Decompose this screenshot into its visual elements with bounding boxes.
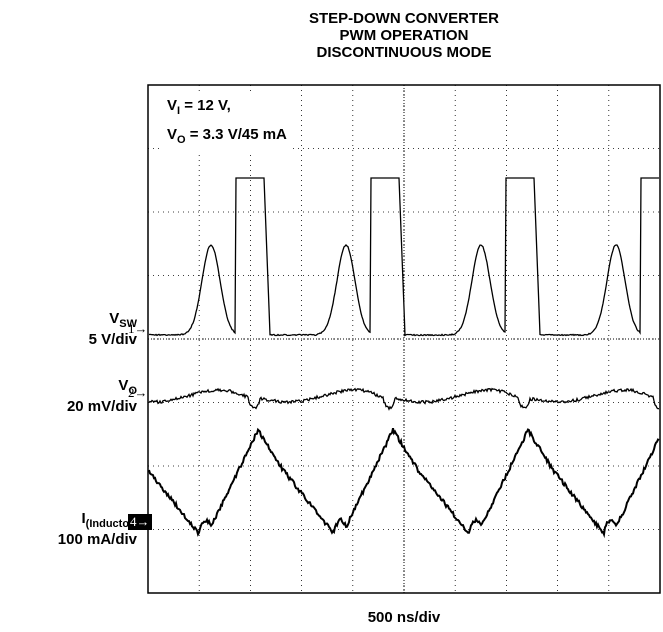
il-scale: 100 mA/div <box>58 531 137 548</box>
vo-condition: VO = 3.3 V/45 mA <box>167 123 287 152</box>
vo-scale: 20 mV/div <box>67 398 137 415</box>
ch1-marker: 1→ <box>128 321 148 337</box>
time-scale: 500 ns/div <box>148 609 660 626</box>
conditions-legend: VI = 12 V, VO = 3.3 V/45 mA <box>163 94 293 152</box>
ch4-marker: 4→ <box>128 514 152 530</box>
ch2-marker: 2→ <box>128 385 148 401</box>
vi-condition: VI = 12 V, <box>167 94 287 123</box>
